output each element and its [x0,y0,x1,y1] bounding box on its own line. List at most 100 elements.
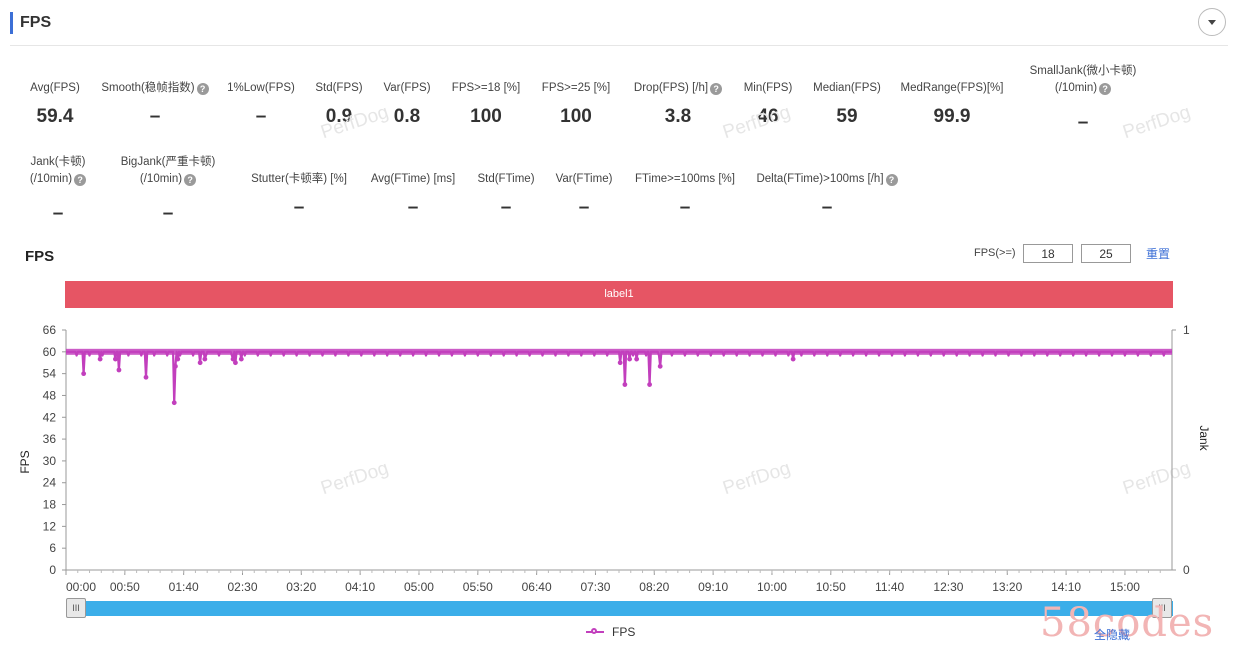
metric-metrics_row1-1: Smooth(稳帧指数)? – [75,80,235,128]
fps-threshold-input-1[interactable] [1023,244,1073,263]
metric-value: 99.9 [933,106,971,127]
metric-metrics_row2-5: Var(FTime) – [504,171,664,219]
metric-value: – [293,197,305,218]
fps-data-point [171,400,177,406]
label-bar[interactable]: label1 [65,281,1173,308]
metric-label-row: Delta(FTime)>100ms [/h]? [747,171,907,188]
x-tick-label: 12:30 [933,580,963,594]
section-title: FPS [20,14,52,31]
metric-label: 1%Low(FPS) [227,82,295,94]
fps-data-point [790,356,796,362]
x-tick-label: 04:10 [345,580,375,594]
help-icon[interactable]: ? [74,174,87,186]
x-tick-label: 00:50 [110,580,140,594]
x-tick-label: 09:10 [698,580,728,594]
x-tick-label: 03:20 [286,580,316,594]
metric-metrics_row1-6: FPS>=25 [%] 100 [496,80,656,128]
fps-data-point [647,382,652,387]
metric-metrics_row1-0: Avg(FPS) 59.4 [0,80,135,128]
metric-value: 46 [757,106,779,127]
y-axis-title: FPS [18,450,32,473]
x-tick-label: 02:30 [227,580,257,594]
collapse-toggle-button[interactable] [1198,8,1226,36]
time-range-slider[interactable] [66,601,1173,616]
y-tick-label: 6 [49,541,56,555]
legend-line-icon [586,627,604,637]
fps-data-point [233,360,238,366]
metric-label: FPS>=25 [%] [541,82,611,94]
metric-value: – [149,106,161,127]
y-tick-label: 18 [43,498,57,512]
metric-label: Median(FPS) [813,82,881,94]
metric-label: BigJank(严重卡顿) [120,156,216,168]
metric-metrics_row2-3: Avg(FTime) [ms] – [333,171,493,219]
y-tick-label: 12 [43,519,57,533]
fps-threshold-input-2[interactable] [1081,244,1131,263]
brand-watermark: 58codes [1040,600,1215,646]
metric-value: – [407,197,419,218]
fps-data-point [627,356,632,362]
metric-metrics_row2-0: Jank(卡顿) (/10min)? – [0,154,138,225]
metric-metrics_row2-7: Delta(FTime)>100ms [/h]? – [747,171,907,219]
fps-data-point [202,356,208,362]
x-tick-label: 08:20 [639,580,669,594]
metric-label: Min(FPS) [743,82,793,94]
metric-metrics_row2-4: Std(FTime) – [426,171,586,219]
fps-data-point [657,363,663,369]
metric-value: – [255,106,267,127]
x-tick-label: 06:40 [522,580,552,594]
help-icon[interactable]: ? [196,83,209,95]
y-tick-label: 36 [43,432,57,446]
metric-label: Avg(FTime) [ms] [370,173,456,185]
y-tick-label: 30 [43,454,57,468]
fps-data-point [622,382,628,387]
metric-metrics_row1-7: Drop(FPS) [/h]? 3.8 [598,80,758,128]
fps-data-point [97,356,103,362]
slider-right-handle[interactable]: III [1152,598,1172,618]
metric-label-text: Smooth(稳帧指数) [101,82,195,94]
reset-link[interactable]: 重置 [1146,247,1171,261]
fps-data-point [143,374,149,380]
chart-title: FPS [25,248,55,265]
legend-series-label: FPS [612,625,636,639]
metric-label: Var(FPS) [383,82,431,94]
help-icon[interactable]: ? [710,83,723,95]
metric-value: – [821,197,833,218]
metric-metrics_row1-3: Std(FPS) 0.9 [259,80,419,128]
fps-data-point [197,360,203,366]
metric-label-unit-text: (/10min) [1054,82,1098,94]
x-tick-label: 10:00 [757,580,787,594]
slider-left-handle[interactable]: III [66,598,86,618]
y2-tick-label: 1 [1183,323,1190,337]
help-icon[interactable]: ? [885,174,898,186]
y-tick-label: 66 [43,323,57,337]
metric-value: 0.9 [325,106,353,127]
metric-value: 100 [560,106,592,127]
fps-data-point [175,356,181,362]
metric-label: FPS>=18 [%] [451,82,521,94]
x-tick-label: 05:00 [404,580,434,594]
x-tick-label: 05:50 [463,580,493,594]
metric-label-unit: (/10min)? [88,171,248,188]
metric-metrics_row1-2: 1%Low(FPS) – [181,80,341,128]
y-tick-label: 0 [49,563,56,577]
hide-all-link[interactable]: 全隐藏 [1094,628,1131,642]
metric-metrics_row1-10: MedRange(FPS)[%] 99.9 [872,80,1032,128]
chart-legend[interactable]: FPS [586,625,635,639]
fps-data-point [173,363,178,369]
metric-metrics_row1-4: Var(FPS) 0.8 [327,80,487,128]
metric-label-text: Drop(FPS) [/h] [633,82,709,94]
x-tick-label: 10:50 [816,580,846,594]
x-tick-label: 01:40 [169,580,199,594]
metric-metrics_row2-2: Stutter(卡顿率) [%] – [219,171,379,219]
metric-label-unit-text: (/10min) [29,173,73,185]
metric-metrics_row2-1: BigJank(严重卡顿) (/10min)? – [88,154,248,225]
help-icon[interactable]: ? [184,174,197,186]
metric-label: MedRange(FPS)[%] [900,82,1004,94]
help-icon[interactable]: ? [1099,83,1112,95]
metric-label: Var(FTime) [555,173,613,185]
y-tick-label: 60 [43,345,57,359]
y2-axis-title: Jank [1197,425,1211,451]
metric-metrics_row1-11: SmallJank(微小卡顿) (/10min)? – [1003,63,1163,134]
